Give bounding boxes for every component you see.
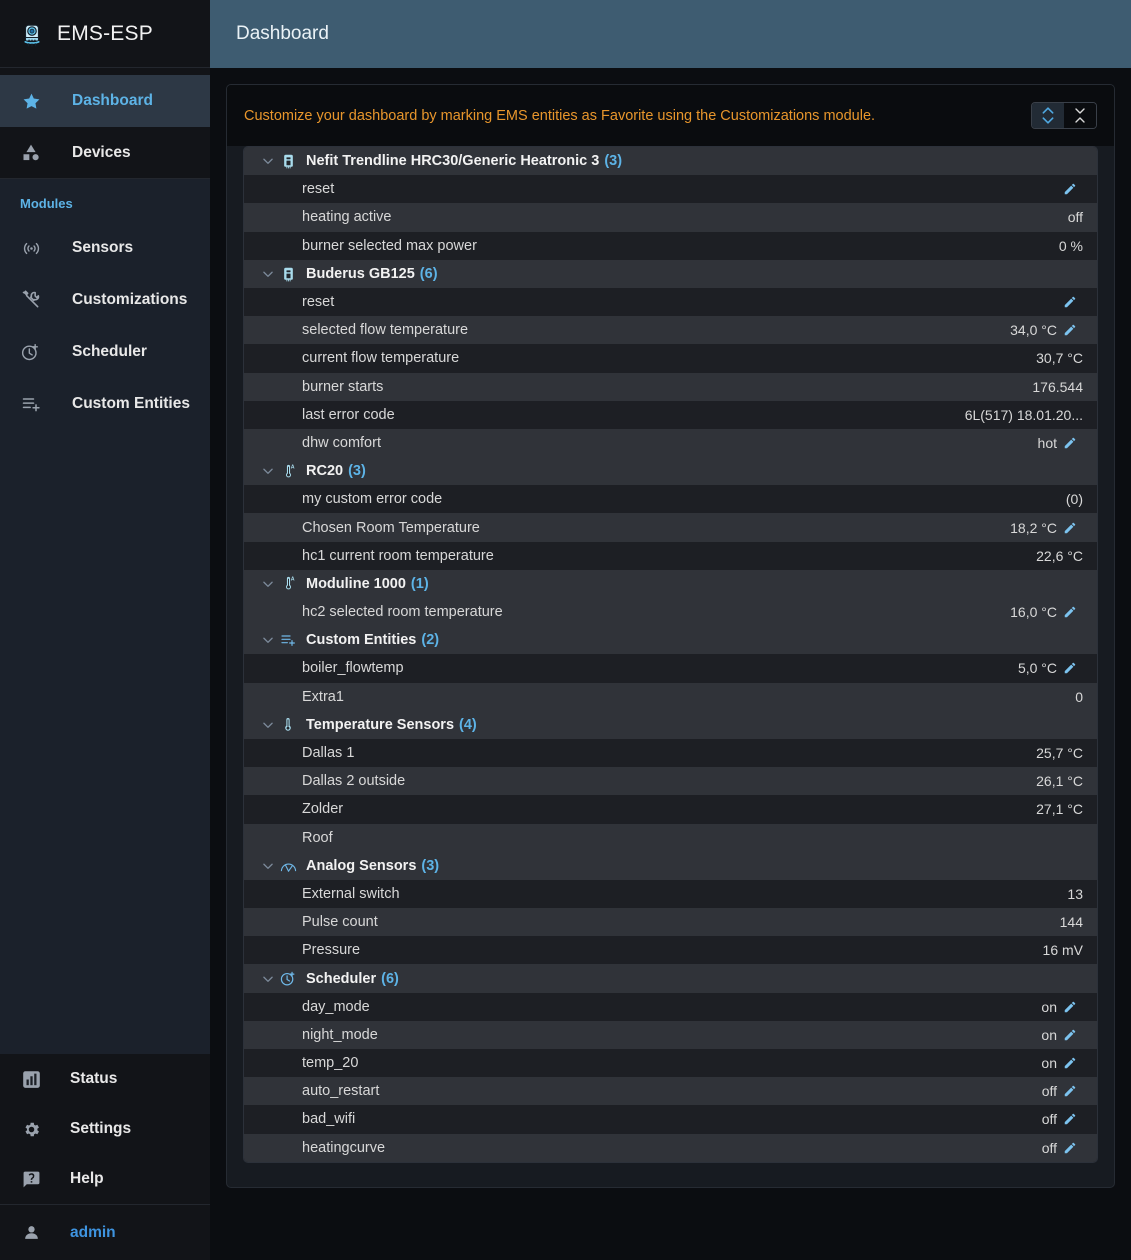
svg-text:A: A	[290, 464, 294, 470]
svg-text:A: A	[290, 577, 294, 583]
